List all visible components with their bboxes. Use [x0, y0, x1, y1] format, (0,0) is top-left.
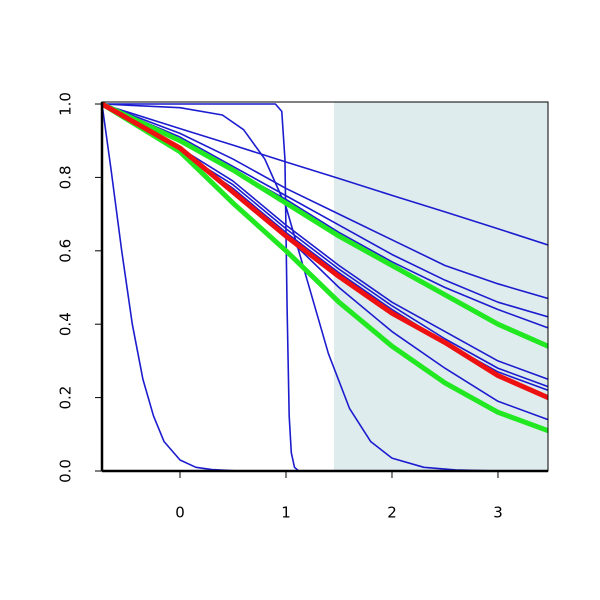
y-tick-label: 0.6 [57, 239, 75, 263]
y-tick-label: 0.8 [57, 165, 75, 189]
y-tick-label: 0.0 [57, 459, 75, 483]
series-line [102, 103, 548, 300]
series-line [102, 103, 548, 246]
series-line [102, 103, 548, 381]
series-line [102, 102, 548, 401]
shaded-region [334, 102, 548, 471]
x-tick-label: 1 [281, 504, 291, 522]
shade-layer [334, 102, 548, 471]
x-tick-label: 2 [387, 504, 397, 522]
series-line [102, 103, 548, 471]
lines-layer [102, 102, 548, 471]
x-tick-label: 3 [493, 504, 503, 522]
series-line [102, 102, 548, 434]
axes-layer: 0 1 2 3 0.0 0.2 0.4 0.6 0.8 1.0 [57, 92, 549, 522]
y-tick-label: 0.2 [57, 386, 75, 410]
x-tick-label: 0 [175, 504, 185, 522]
series-line [102, 103, 548, 318]
series-line [102, 103, 548, 471]
y-tick-label: 0.4 [57, 312, 75, 336]
y-tick-label: 1.0 [57, 92, 75, 116]
series-line [102, 102, 548, 349]
